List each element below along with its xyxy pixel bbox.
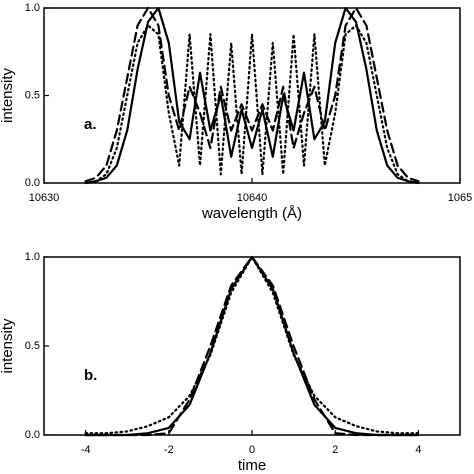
x-tick-label: 1065 xyxy=(448,192,472,204)
series-line xyxy=(84,255,420,435)
x-tick-label: -2 xyxy=(164,444,174,456)
panel-label: b. xyxy=(84,367,97,384)
series-line xyxy=(84,255,420,437)
x-tick-label: 2 xyxy=(332,444,338,456)
x-tick-label: 10640 xyxy=(237,192,268,204)
x-tick-label: -4 xyxy=(81,444,91,456)
y-axis-label: intensity xyxy=(0,67,16,123)
x-axis-label: wavelength (Å) xyxy=(201,205,302,222)
x-axis-label: time xyxy=(238,457,266,474)
y-axis-label: intensity xyxy=(0,318,16,374)
y-tick-label: 1.0 xyxy=(25,2,40,14)
y-tick-label: 0.0 xyxy=(25,177,40,189)
series-line xyxy=(84,6,420,183)
series-line xyxy=(84,6,420,185)
x-tick-label: 10630 xyxy=(29,192,60,204)
panel-label: a. xyxy=(84,116,97,133)
y-tick-label: 0.5 xyxy=(25,89,40,101)
y-tick-label: 0.5 xyxy=(25,340,40,352)
x-tick-label: 0 xyxy=(249,444,255,456)
y-tick-label: 1.0 xyxy=(25,251,40,263)
series-line xyxy=(84,24,420,185)
x-tick-label: 4 xyxy=(415,444,421,456)
y-tick-label: 0.0 xyxy=(25,429,40,441)
series-line xyxy=(84,255,420,437)
plot-frame xyxy=(43,256,461,436)
